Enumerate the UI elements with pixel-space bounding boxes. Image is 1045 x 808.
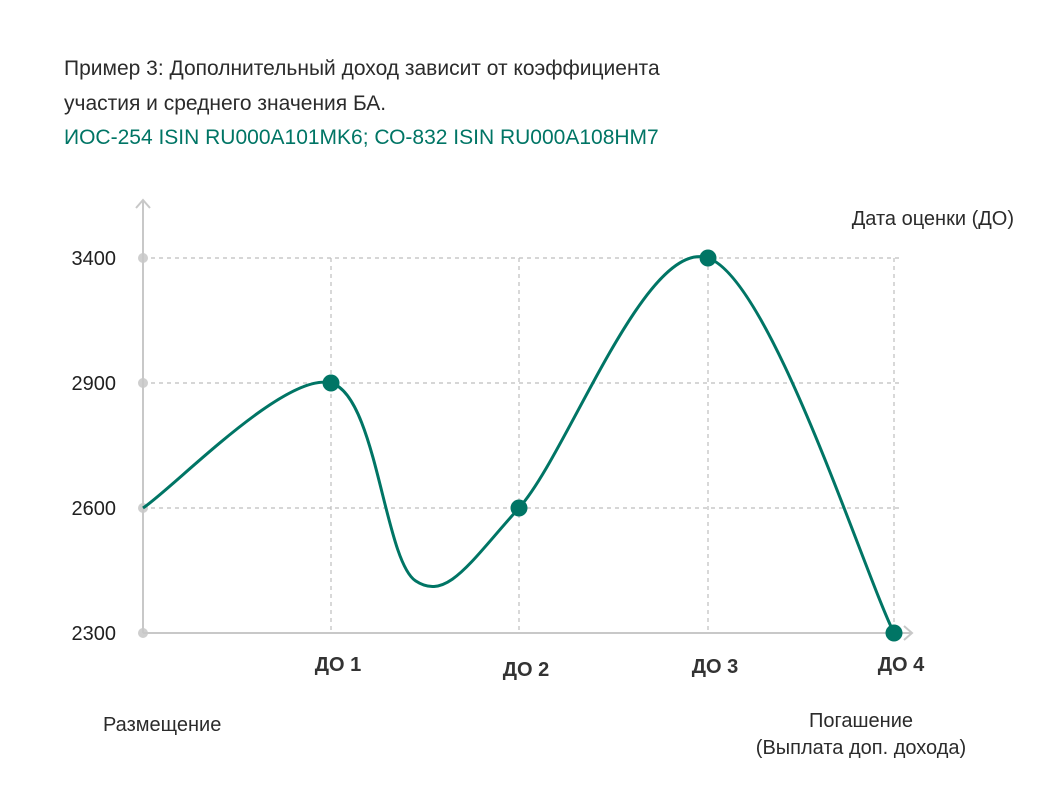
- chart-title-line-2: участия и среднего значения БА.: [64, 92, 387, 115]
- y-axis-arrow: [135, 198, 151, 209]
- data-point-3: [699, 249, 717, 267]
- data-point-1: [322, 374, 340, 392]
- y-tick-label: 2600: [72, 498, 117, 520]
- data-point-2: [510, 499, 528, 517]
- end-label-line-2: (Выплата доп. дохода): [756, 737, 966, 759]
- chart-title-line-1: Пример 3: Дополнительный доход зависит о…: [64, 57, 660, 80]
- x-tick-label: ДО 4: [878, 654, 925, 676]
- label-layer: Дата оценки (ДО) Размещение Погашение (В…: [72, 208, 1015, 759]
- marker-layer: [322, 249, 903, 642]
- start-label: Размещение: [103, 714, 221, 736]
- x-tick-label: ДО 1: [315, 654, 361, 676]
- axis-layer: [135, 198, 914, 641]
- x-axis-arrow: [903, 625, 914, 641]
- chart-subtitle: ИОС-254 ISIN RU000A101MK6; СО-832 ISIN R…: [64, 126, 659, 149]
- y-tick-label: 2300: [72, 623, 117, 645]
- x-tick-label: ДО 3: [692, 656, 738, 678]
- y-tick-label: 2900: [72, 373, 117, 395]
- x-tick-label: ДО 2: [503, 659, 549, 681]
- grid-layer: [138, 253, 900, 638]
- end-label-line-1: Погашение: [809, 710, 913, 732]
- data-point-4: [885, 624, 903, 642]
- y-tick-label: 3400: [72, 248, 117, 270]
- x-axis-title: Дата оценки (ДО): [852, 208, 1014, 230]
